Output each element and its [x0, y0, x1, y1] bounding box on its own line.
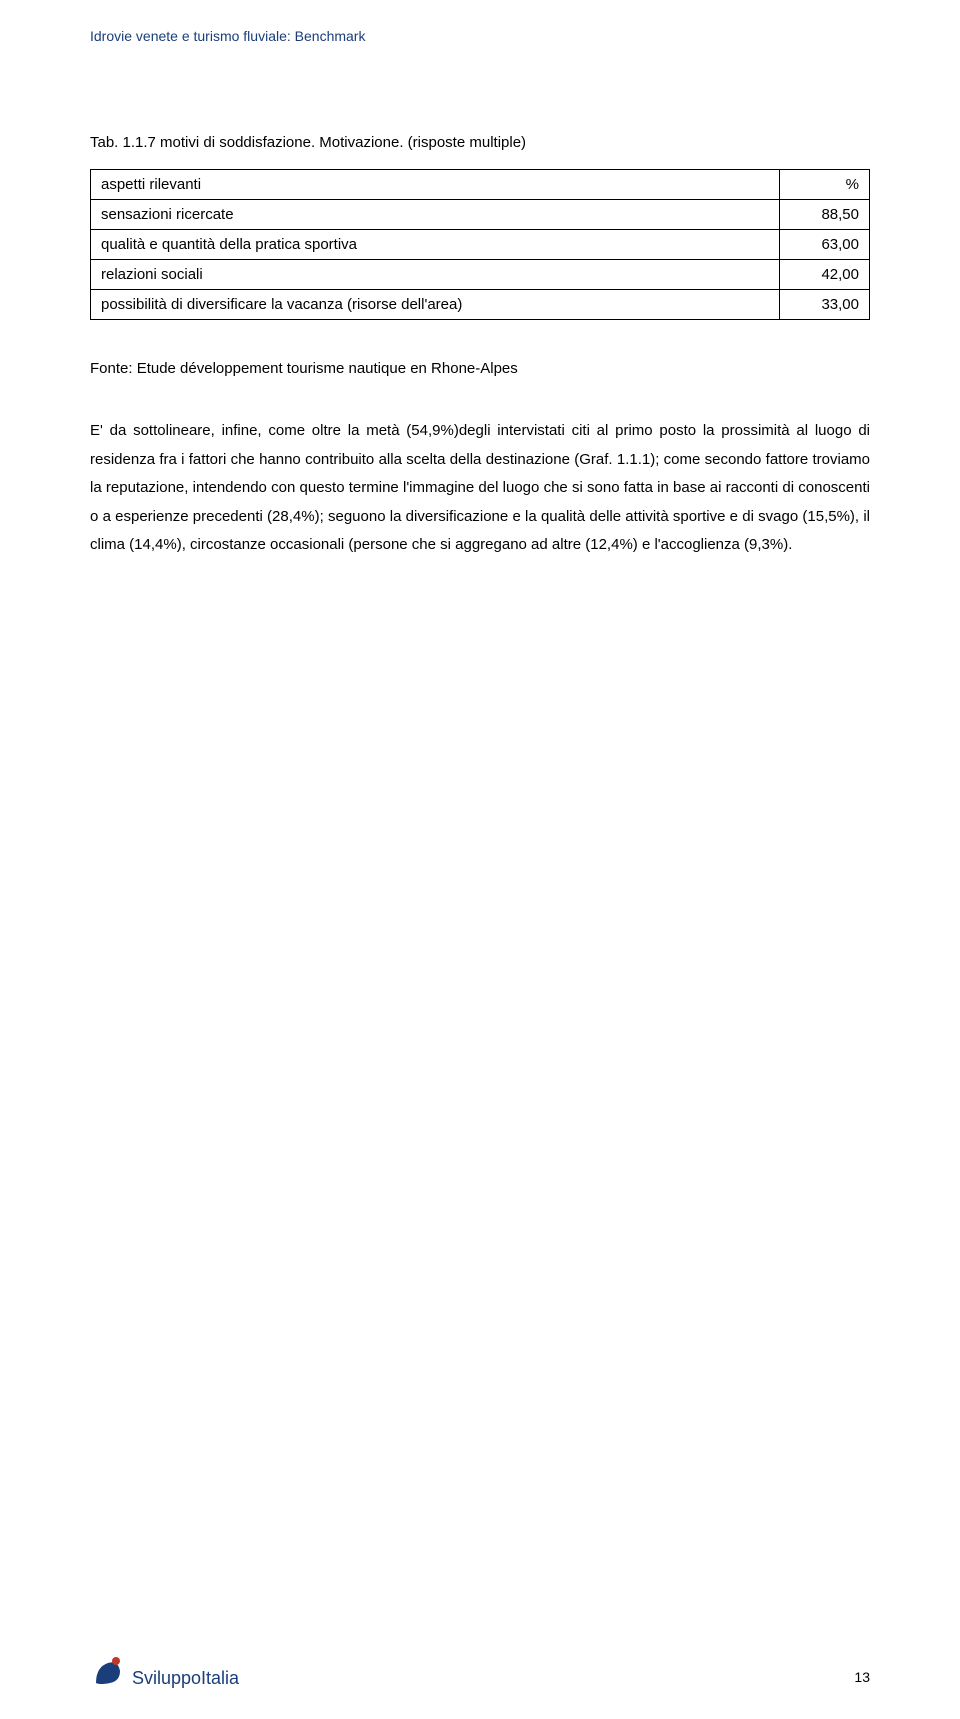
footer-logo: SviluppoItalia — [90, 1653, 870, 1689]
table-caption: Tab. 1.1.7 motivi di soddisfazione. Moti… — [90, 134, 870, 151]
table-row: relazioni sociali 42,00 — [91, 260, 870, 290]
table-cell-label: possibilità di diversificare la vacanza … — [91, 290, 780, 320]
table-header-value: % — [780, 170, 870, 200]
table-row: qualità e quantità della pratica sportiv… — [91, 230, 870, 260]
table-cell-value: 63,00 — [780, 230, 870, 260]
page-header: Idrovie venete e turismo fluviale: Bench… — [90, 28, 870, 44]
document-page: Idrovie venete e turismo fluviale: Bench… — [0, 0, 960, 1719]
page-footer: SviluppoItalia 13 — [90, 1653, 870, 1689]
table-cell-value: 33,00 — [780, 290, 870, 320]
table-cell-value: 88,50 — [780, 200, 870, 230]
table-header-label: aspetti rilevanti — [91, 170, 780, 200]
source-line: Fonte: Etude développement tourisme naut… — [90, 360, 870, 377]
footer-logo-text: SviluppoItalia — [132, 1668, 239, 1689]
table-cell-label: relazioni sociali — [91, 260, 780, 290]
table-row: sensazioni ricercate 88,50 — [91, 200, 870, 230]
body-paragraph: E' da sottolineare, infine, come oltre l… — [90, 417, 870, 560]
page-number: 13 — [854, 1669, 870, 1685]
table-cell-label: qualità e quantità della pratica sportiv… — [91, 230, 780, 260]
table-row: possibilità di diversificare la vacanza … — [91, 290, 870, 320]
table-header-row: aspetti rilevanti % — [91, 170, 870, 200]
sviluppo-italia-logo-icon — [90, 1653, 126, 1689]
table-cell-value: 42,00 — [780, 260, 870, 290]
data-table: aspetti rilevanti % sensazioni ricercate… — [90, 169, 870, 320]
table-cell-label: sensazioni ricercate — [91, 200, 780, 230]
